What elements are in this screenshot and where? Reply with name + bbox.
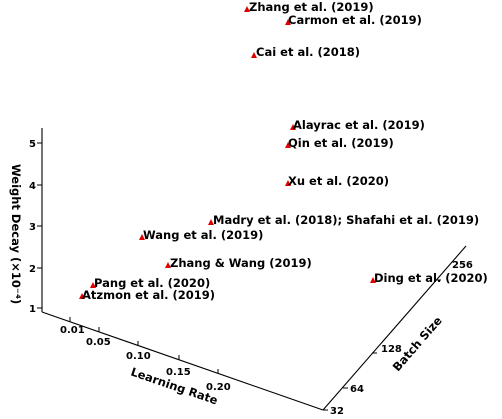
- y-tick-label: 256: [452, 260, 473, 271]
- point-label: Zhang & Wang (2019): [170, 256, 312, 270]
- point-label: Pang et al. (2020): [94, 276, 210, 290]
- z-tick-label: 1: [29, 304, 36, 315]
- point-label: Atzmon et al. (2019): [82, 288, 215, 302]
- point-marker: [370, 277, 376, 283]
- y-tick-label: 64: [350, 384, 364, 395]
- point-marker: [139, 234, 145, 240]
- point-marker: [285, 19, 291, 25]
- data-points: Zhang et al. (2019) Carmon et al. (2019)…: [79, 0, 488, 302]
- x-tick-label: 0.20: [206, 382, 231, 393]
- z-tick-label: 5: [29, 139, 36, 150]
- y-ticks: 32 64 128 256: [323, 260, 473, 417]
- point-label: Madry et al. (2018); Shafahi et al. (201…: [213, 213, 479, 227]
- point-marker: [290, 124, 296, 130]
- x-ticks: 0.01 0.05 0.10 0.15 0.20: [60, 317, 231, 393]
- point-marker: [285, 180, 291, 186]
- axes: [41, 128, 467, 411]
- x-tick-label: 0.01: [60, 325, 85, 336]
- point-label: Ding et al. (2020): [374, 271, 488, 285]
- point-label: Carmon et al. (2019): [288, 13, 422, 27]
- point-label: Cai et al. (2018): [256, 45, 360, 59]
- x-tick-label: 0.15: [166, 367, 191, 378]
- point-marker: [79, 293, 85, 299]
- point-label: Xu et al. (2020): [288, 174, 389, 188]
- z-axis-title: Weight Decay (×10⁻⁴): [9, 164, 23, 304]
- point-marker: [208, 219, 214, 225]
- z-tick-label: 4: [29, 181, 36, 192]
- point-marker: [165, 262, 171, 268]
- point-label: Qin et al. (2019): [288, 136, 394, 150]
- point-marker: [90, 282, 96, 288]
- z-tick-label: 3: [29, 222, 36, 233]
- z-tick-label: 2: [29, 264, 36, 275]
- y-axis-line: [322, 245, 467, 411]
- y-tick-label: 32: [330, 406, 344, 417]
- x-tick-label: 0.05: [86, 337, 111, 348]
- y-tick-label: 128: [381, 344, 402, 355]
- z-ticks: 1 2 3 4 5: [29, 139, 42, 315]
- x-axis-line: [41, 311, 324, 411]
- x-tick-label: 0.10: [126, 351, 151, 362]
- point-marker: [244, 6, 250, 12]
- point-label: Zhang et al. (2019): [249, 0, 374, 14]
- point-label: Alayrac et al. (2019): [293, 118, 425, 132]
- point-marker: [285, 142, 291, 148]
- point-marker: [251, 52, 257, 58]
- point-label: Wang et al. (2019): [143, 228, 263, 242]
